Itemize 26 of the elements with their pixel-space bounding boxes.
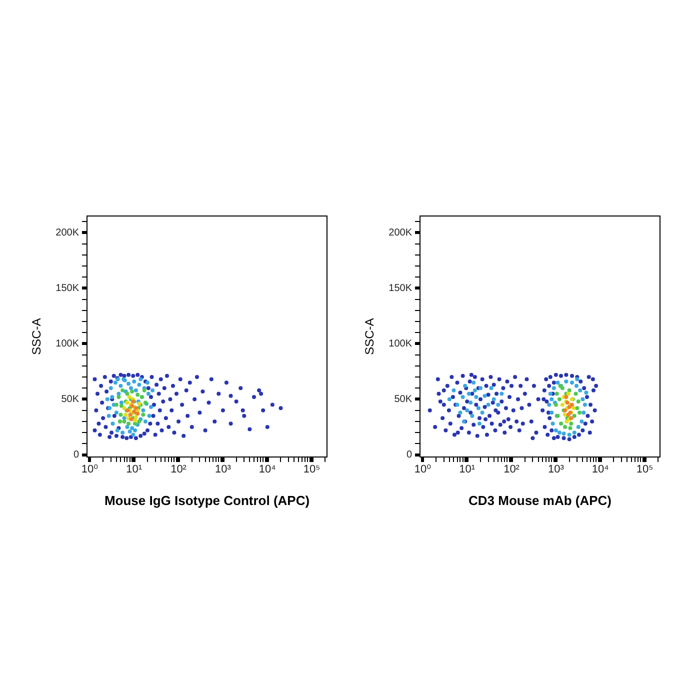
y-tick-label: 100K <box>56 338 80 350</box>
y-tick-label: 200K <box>388 227 412 238</box>
x-tick-label: 10⁴ <box>258 464 276 476</box>
x-axis-title: CD3 Mouse mAb (APC) <box>468 492 612 508</box>
y-tick-label: 150K <box>388 282 412 294</box>
y-tick-label: 50K <box>394 394 412 405</box>
y-tick-label: 150K <box>56 282 80 294</box>
x-tick-label: 10¹ <box>126 464 142 476</box>
x-tick-label: 10⁴ <box>592 464 610 476</box>
x-tick-label: 10² <box>170 464 187 476</box>
y-axis-title: SSC-A <box>30 318 44 355</box>
x-tick-label: 10³ <box>214 464 232 476</box>
x-axis-title: Mouse IgG Isotype Control (APC) <box>104 492 310 508</box>
y-tick-label: 200K <box>56 227 80 238</box>
x-tick-label: 10³ <box>548 464 564 476</box>
x-tick-label: 10¹ <box>459 464 476 476</box>
y-tick-label: 0 <box>406 450 412 461</box>
x-tick-label: 10² <box>504 464 520 476</box>
x-tick-label: 10⁵ <box>303 464 320 476</box>
y-tick-label: 50K <box>61 394 80 405</box>
x-tick-label: 10⁵ <box>636 464 654 476</box>
y-tick-label: 0 <box>73 450 80 461</box>
y-tick-label: 100K <box>388 338 412 350</box>
x-tick-label: 10⁰ <box>81 464 99 476</box>
y-axis-title: SSC-A <box>362 318 377 355</box>
x-tick-label: 10⁰ <box>414 464 432 476</box>
